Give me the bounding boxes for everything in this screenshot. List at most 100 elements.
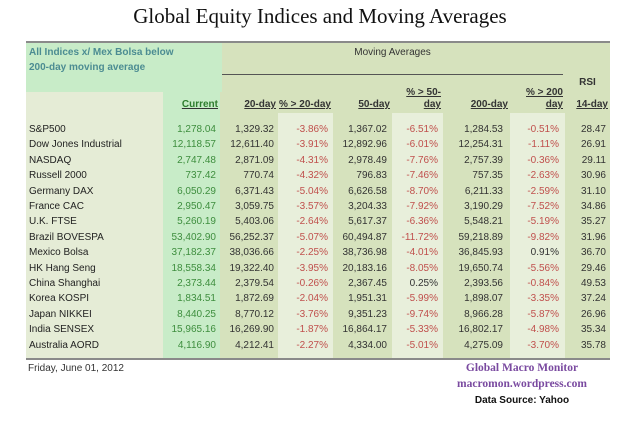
pct200-value: -0.36% bbox=[527, 154, 559, 166]
note-line-1: All Indices x/ Mex Bolsa below bbox=[29, 47, 174, 58]
index-name: Australia AORD bbox=[29, 339, 100, 351]
index-name: U.K. FTSE bbox=[29, 216, 77, 228]
table-row: Japan NIKKEI 8,440.25 8,770.12 -3.76% 9,351.… bbox=[26, 308, 610, 324]
pct20-value: -3.86% bbox=[296, 124, 328, 135]
table-row: NASDAQ 2,747.48 2,871.09 -4.31% 2,978.49 -7.7… bbox=[26, 154, 610, 170]
ma200-value: 12,254.31 bbox=[458, 139, 504, 151]
ma50-value: 38,736.98 bbox=[342, 247, 388, 259]
ma20-value: 3,059.75 bbox=[235, 201, 274, 212]
column-header-label: Current bbox=[181, 99, 218, 110]
index-name: China Shanghai bbox=[29, 278, 101, 289]
current-value: 8,440.25 bbox=[177, 308, 216, 320]
rsi-value: 26.91 bbox=[580, 139, 606, 151]
ma20-value: 6,371.43 bbox=[235, 185, 274, 197]
pct200-value: -3.35% bbox=[527, 293, 559, 305]
ma50-value: 60,494.87 bbox=[342, 231, 388, 243]
index-name: Japan NIKKEI bbox=[29, 308, 92, 320]
ma200-value: 3,190.29 bbox=[464, 201, 503, 212]
table-row: China Shanghai 2,373.44 2,379.54 -0.26% 2,36… bbox=[26, 277, 610, 293]
pct20-value: -3.76% bbox=[296, 308, 328, 320]
ma200-value: 8,966.28 bbox=[464, 308, 503, 320]
pct50-value: -6.51% bbox=[406, 124, 438, 135]
pct200-value: -2.63% bbox=[527, 170, 559, 182]
pct200-value: -0.84% bbox=[527, 278, 559, 289]
column-header: % > 20-day bbox=[278, 87, 333, 111]
rsi-value: 49.53 bbox=[580, 278, 606, 289]
column-header: Current bbox=[163, 87, 220, 111]
ma200-value: 5,548.21 bbox=[464, 216, 503, 228]
credit-url[interactable]: macromon.wordpress.com bbox=[457, 378, 587, 390]
ma50-value: 3,204.33 bbox=[348, 201, 387, 212]
pct200-value: -1.11% bbox=[528, 139, 559, 151]
rsi-value: 30.96 bbox=[580, 170, 606, 182]
pct200-value: -3.70% bbox=[527, 339, 559, 351]
ma50-value: 796.83 bbox=[356, 170, 387, 182]
divider bbox=[26, 358, 610, 360]
pct200-value: -2.59% bbox=[527, 185, 559, 197]
column-header: 14-day bbox=[565, 87, 610, 111]
pct200-value: -5.56% bbox=[527, 262, 559, 274]
pct50-value: -5.33% bbox=[406, 324, 438, 336]
current-value: 737.42 bbox=[185, 170, 216, 182]
pct200-value: -7.52% bbox=[527, 201, 559, 212]
current-value: 2,373.44 bbox=[177, 278, 216, 289]
current-value: 5,260.19 bbox=[177, 216, 216, 228]
rsi-value: 35.78 bbox=[580, 339, 606, 351]
rsi-value: 28.47 bbox=[580, 124, 606, 135]
pct200-value: -5.19% bbox=[527, 216, 559, 228]
ma20-value: 5,403.06 bbox=[235, 216, 274, 228]
table-row: Brazil BOVESPA 53,402.90 56,252.37 -5.07% 60… bbox=[26, 231, 610, 247]
pct200-value: -9.82% bbox=[527, 231, 559, 243]
index-name: Korea KOSPI bbox=[29, 293, 90, 305]
ma20-value: 56,252.37 bbox=[229, 231, 275, 243]
pct50-value: -7.92% bbox=[406, 201, 438, 212]
ma50-value: 2,978.49 bbox=[348, 154, 387, 166]
index-name: HK Hang Seng bbox=[29, 262, 96, 274]
rsi-value: 26.96 bbox=[580, 308, 606, 320]
current-value: 2,747.48 bbox=[177, 154, 216, 166]
table-row: HK Hang Seng 18,558.34 19,322.40 -3.95% 20,1… bbox=[26, 262, 610, 278]
ma200-value: 59,218.89 bbox=[458, 231, 504, 243]
current-value: 12,118.57 bbox=[172, 139, 216, 151]
pct20-column-bg bbox=[278, 113, 333, 360]
column-header-label: % > 50-day bbox=[406, 87, 441, 110]
column-header: 50-day bbox=[333, 87, 392, 111]
current-value: 37,182.37 bbox=[171, 247, 217, 259]
index-name: Mexico Bolsa bbox=[29, 247, 89, 259]
ma50-value: 4,334.00 bbox=[348, 339, 387, 351]
column-header: % > 200 day bbox=[510, 87, 565, 111]
ma20-value: 4,212.41 bbox=[235, 339, 274, 351]
data-source: Data Source: Yahoo bbox=[474, 395, 570, 406]
pct50-value: -6.36% bbox=[406, 216, 438, 228]
ma200-value: 1,898.07 bbox=[464, 293, 503, 305]
table-row: Korea KOSPI 1,834.51 1,872.69 -2.04% 1,951.3… bbox=[26, 292, 610, 308]
pct50-value: -7.46% bbox=[406, 170, 438, 182]
current-value: 1,278.04 bbox=[177, 124, 216, 135]
pct50-value: -7.76% bbox=[406, 154, 438, 166]
pct20-value: -2.04% bbox=[296, 293, 328, 305]
pct20-value: -4.31% bbox=[296, 154, 328, 166]
ma200-value: 4,275.09 bbox=[464, 339, 503, 351]
pct20-value: -2.27% bbox=[296, 339, 328, 351]
pct20-value: -4.32% bbox=[296, 170, 328, 182]
ma200-value: 6,211.33 bbox=[464, 185, 503, 197]
moving-averages-label: Moving Averages bbox=[354, 47, 431, 58]
column-header-label: 50-day bbox=[358, 99, 390, 110]
pct200-column-bg bbox=[510, 113, 565, 360]
column-header-label: 20-day bbox=[244, 99, 276, 110]
pct50-value: -5.99% bbox=[406, 293, 438, 305]
rsi-value: 36.70 bbox=[580, 247, 606, 259]
rsi-value: 37.24 bbox=[580, 293, 606, 305]
ma20-value: 16,269.90 bbox=[229, 324, 275, 336]
pct200-value: -0.51% bbox=[527, 124, 559, 135]
column-header: 200-day bbox=[443, 87, 510, 111]
rsi-value: 35.27 bbox=[580, 216, 606, 228]
page-title: Global Equity Indices and Moving Average… bbox=[133, 4, 507, 28]
indices-table: All Indices x/ Mex Bolsa below 200-day m… bbox=[26, 41, 610, 360]
pct50-value: -6.01% bbox=[406, 139, 438, 151]
column-header: % > 50-day bbox=[392, 87, 443, 111]
ma200-value: 19,650.74 bbox=[458, 262, 504, 274]
ma20-value: 38,036.66 bbox=[229, 247, 275, 259]
rsi-label: RSI bbox=[579, 77, 596, 88]
ma20-value: 1,872.69 bbox=[235, 293, 274, 305]
